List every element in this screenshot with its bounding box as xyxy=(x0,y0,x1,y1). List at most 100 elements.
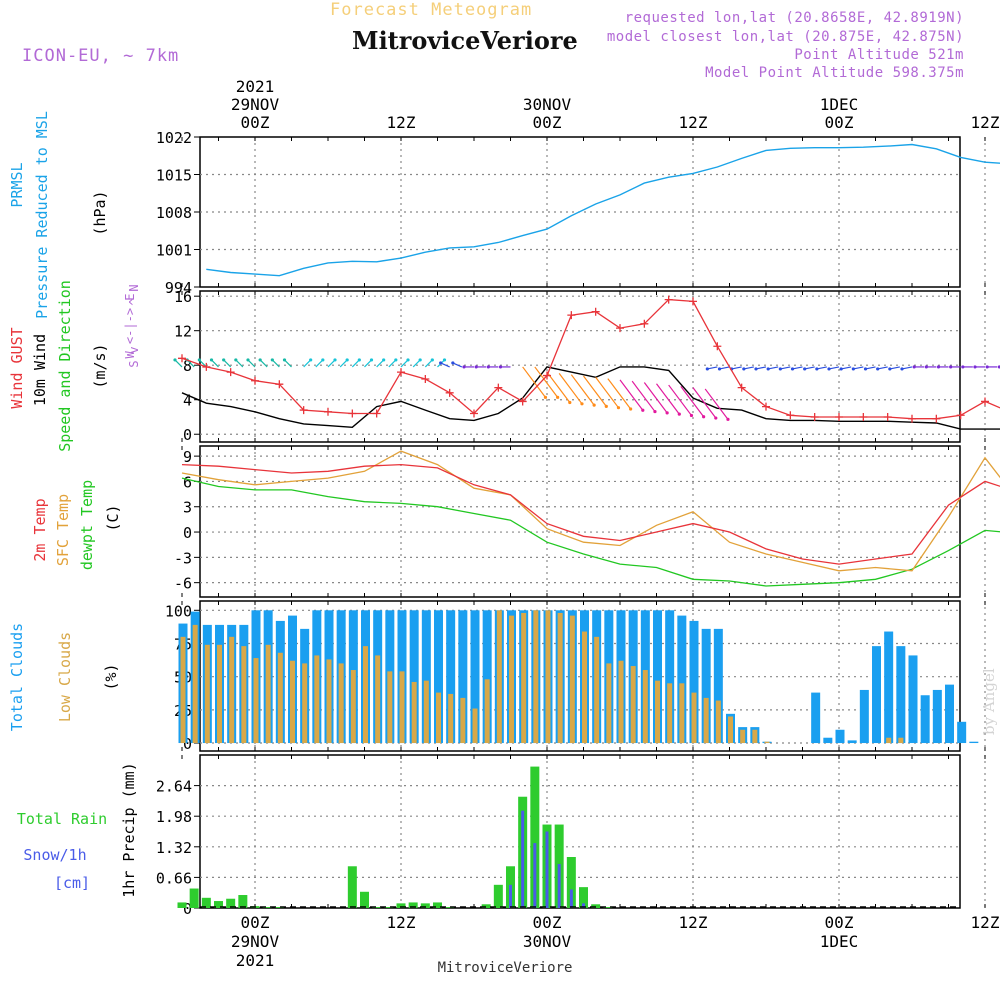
wind-arrow-head xyxy=(321,358,325,362)
rain-bar xyxy=(226,898,236,908)
point-altitude: Point Altitude 521m xyxy=(794,47,964,63)
gust-marker xyxy=(251,376,259,385)
low-cloud-bar xyxy=(582,631,587,744)
rain-bar xyxy=(177,902,187,908)
rain-bar xyxy=(189,888,199,908)
low-cloud-bar xyxy=(521,612,527,744)
precip-label-rain: Total Rain xyxy=(17,810,107,828)
wind-direction-arrow xyxy=(534,366,559,398)
dewpoint-line xyxy=(181,477,1000,587)
top-axis-label: 12Z xyxy=(679,113,708,132)
rain-bar xyxy=(262,907,272,908)
total-cloud-bar xyxy=(908,655,918,744)
wind-direction-arrow xyxy=(546,371,571,403)
low-cloud-bar xyxy=(496,610,502,744)
low-cloud-bar xyxy=(448,693,454,744)
gust-marker xyxy=(543,371,551,380)
low-cloud-bar xyxy=(363,646,368,744)
wind-arrow-head xyxy=(839,367,843,371)
gust-marker xyxy=(835,412,843,421)
gust-marker xyxy=(616,324,624,333)
total-cloud-bar xyxy=(713,628,723,744)
total-cloud-bar xyxy=(689,620,699,744)
low-cloud-bar xyxy=(484,679,490,744)
gust-marker xyxy=(397,368,405,377)
gust-marker xyxy=(421,375,430,384)
gust-marker xyxy=(518,397,527,406)
wind-arrow-head xyxy=(827,367,831,371)
total-cloud-bar xyxy=(446,610,456,744)
wind-direction-arrow xyxy=(707,366,718,370)
wind-direction-arrow xyxy=(853,366,864,370)
wind-direction-arrow xyxy=(792,366,803,370)
wind-arrow-head xyxy=(258,358,262,362)
wind-direction-arrow xyxy=(198,359,207,368)
total-cloud-bar xyxy=(847,740,857,744)
gust-marker xyxy=(178,354,186,363)
wind-arrow-head xyxy=(726,417,730,421)
panel-frame xyxy=(199,445,961,598)
y-tick-label: 0 xyxy=(183,524,192,542)
bottom-axis-label: 12Z xyxy=(679,913,708,932)
wind-arrow-head xyxy=(369,358,374,362)
snow-bar xyxy=(521,810,525,908)
y-tick-label: 1.98 xyxy=(156,808,192,826)
compass-up: ^ xyxy=(127,298,141,305)
gust-marker xyxy=(299,406,308,415)
snow-bar xyxy=(582,903,585,908)
low-cloud-bar xyxy=(594,636,600,744)
pressure-label-1: PRMSL xyxy=(8,162,26,207)
y-tick-label: 2.64 xyxy=(156,778,192,796)
wind-arrow-head xyxy=(742,367,746,371)
gust-marker xyxy=(567,311,576,320)
wind-arrow-head xyxy=(766,367,770,371)
wind-speed-line xyxy=(181,366,1000,430)
wind-arrow-head xyxy=(973,365,977,369)
low-cloud-bar xyxy=(557,612,563,744)
gust-marker xyxy=(689,297,697,306)
wind-direction-arrow xyxy=(865,366,876,370)
wind-arrow-head xyxy=(345,358,349,362)
clouds-label-total: Total Clouds xyxy=(8,623,26,731)
wind-arrow-head xyxy=(702,415,706,419)
low-cloud-bar xyxy=(338,663,344,744)
low-cloud-bar xyxy=(472,708,478,744)
wind-direction-arrow xyxy=(780,366,791,370)
wind-direction-arrow xyxy=(656,383,680,415)
bottom-axis-label: 1DEC xyxy=(820,932,859,951)
wind-arrow-head xyxy=(717,367,722,371)
temp-label-dewpt: dewpt Temp xyxy=(78,480,96,570)
wind-direction-arrow xyxy=(400,359,409,368)
wind-arrow-head xyxy=(997,365,1000,369)
low-cloud-bar xyxy=(679,683,685,744)
y-tick-label: 1001 xyxy=(156,242,192,260)
gust-marker xyxy=(981,397,989,406)
y-tick-label: 0.66 xyxy=(156,869,192,887)
bottom-axis-label: 2021 xyxy=(236,951,275,970)
total-cloud-bar xyxy=(896,646,906,744)
wind-direction-arrow xyxy=(570,374,595,406)
wind-direction-arrow xyxy=(595,376,619,409)
wind-arrow-head xyxy=(394,358,398,362)
wind-arrow-head xyxy=(474,365,478,369)
wind-arrow-head xyxy=(754,367,758,371)
panel-5: 0 0.66 1.32 1.98 2.64 xyxy=(156,754,986,918)
gust-marker xyxy=(664,295,673,304)
low-cloud-bar xyxy=(691,692,697,744)
wind-direction-arrow xyxy=(668,384,692,416)
rain-bar xyxy=(445,907,455,908)
low-cloud-bar xyxy=(265,644,271,744)
low-cloud-bar xyxy=(509,615,514,744)
bottom-axis-label: 29NOV xyxy=(231,932,280,951)
wind-arrow-head xyxy=(498,365,503,369)
wind-direction-arrow xyxy=(339,359,348,368)
wind-direction-arrow xyxy=(271,359,280,368)
rain-bar xyxy=(408,902,418,908)
gust-marker xyxy=(883,412,892,421)
wind-unit: (m/s) xyxy=(91,343,109,388)
gust-marker xyxy=(202,362,211,371)
low-cloud-bar xyxy=(703,697,709,744)
total-cloud-bar xyxy=(835,729,845,744)
low-cloud-bar xyxy=(290,660,295,744)
rain-bar xyxy=(396,903,406,908)
